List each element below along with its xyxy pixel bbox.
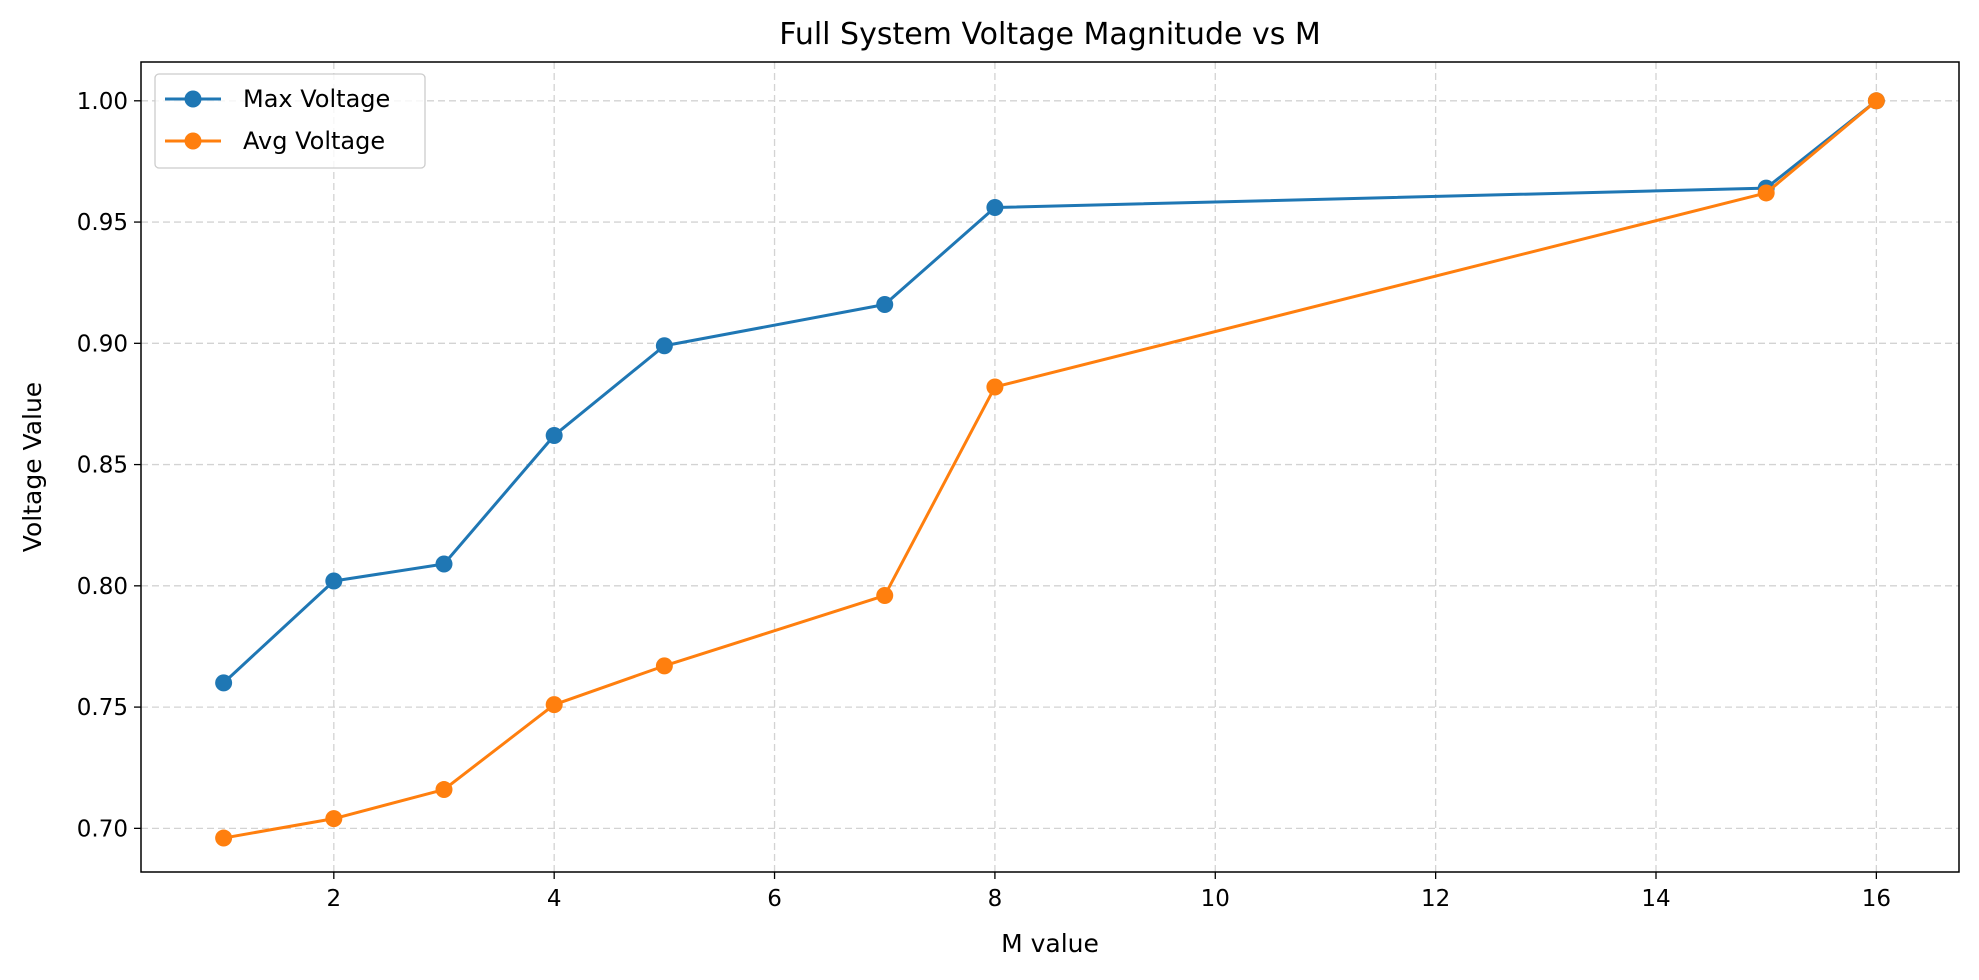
x-axis-label: M value [1001, 929, 1099, 958]
x-tick-label: 8 [988, 886, 1003, 912]
legend-item-max-voltage: Max Voltage [165, 85, 390, 113]
max-voltage-point [325, 572, 343, 590]
legend-label: Max Voltage [243, 85, 390, 113]
max-voltage-point [986, 199, 1004, 217]
x-tick-label: 16 [1862, 886, 1891, 912]
x-tick-label: 10 [1201, 886, 1230, 912]
grid [141, 62, 1959, 872]
x-tick-label: 2 [326, 886, 341, 912]
legend: Max Voltage Avg Voltage [154, 73, 426, 169]
y-tick-label: 0.80 [77, 574, 128, 600]
x-tick-label: 4 [547, 886, 562, 912]
avg-voltage-series [215, 92, 1885, 847]
avg-voltage-point [545, 696, 563, 714]
x-tick-label: 6 [767, 886, 782, 912]
avg-voltage-point [325, 810, 343, 828]
legend-swatch-marker [184, 90, 202, 108]
x-tick-label: 12 [1421, 886, 1450, 912]
max-voltage-point [876, 296, 894, 314]
plot-series [215, 92, 1885, 847]
avg-voltage-point [1757, 184, 1775, 202]
max-voltage-point [435, 555, 453, 573]
y-tick-label: 0.75 [77, 695, 128, 721]
legend-swatch-marker [184, 132, 202, 150]
max-voltage-point [655, 337, 673, 355]
avg-voltage-point [876, 587, 894, 605]
y-tick-label: 1.00 [77, 89, 128, 115]
max-voltage-point [545, 426, 563, 444]
legend-item-avg-voltage: Avg Voltage [165, 127, 385, 155]
legend-box [154, 73, 426, 169]
avg-voltage-point [655, 657, 673, 675]
y-tick-label: 0.90 [77, 331, 128, 357]
y-tick-label: 0.70 [77, 816, 128, 842]
y-tick-label: 0.95 [77, 210, 128, 236]
avg-voltage-point [986, 378, 1004, 396]
x-tick-label: 14 [1641, 886, 1670, 912]
avg-voltage-point [435, 781, 453, 799]
chart-title: Full System Voltage Magnitude vs M [779, 17, 1321, 52]
max-voltage-point [215, 674, 233, 692]
avg-voltage-point [1867, 92, 1885, 110]
y-tick-label: 0.85 [77, 453, 128, 479]
avg-voltage-point [215, 829, 233, 847]
plot-frame [140, 61, 1960, 873]
legend-label: Avg Voltage [243, 127, 385, 155]
axis-ticks: 2 4 6 8 10 12 14 16 0.70 0.75 0.80 0.85 0.90 0.95 1.00 [77, 89, 1891, 912]
y-axis-label: Voltage Value [18, 382, 47, 552]
